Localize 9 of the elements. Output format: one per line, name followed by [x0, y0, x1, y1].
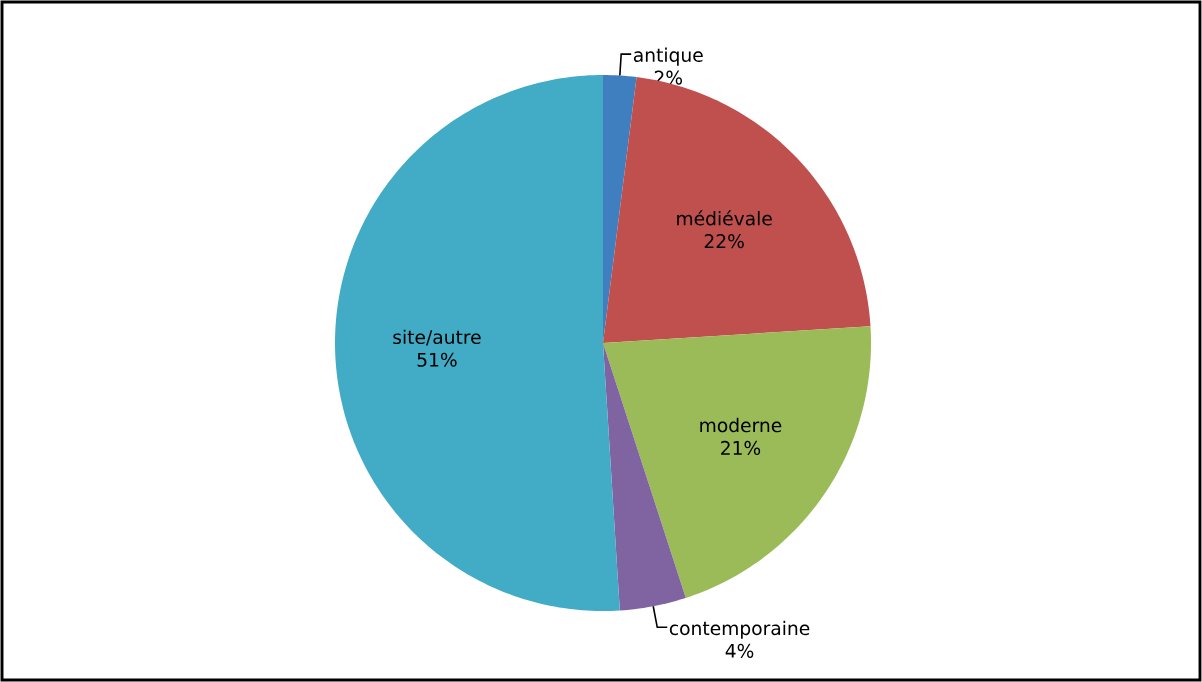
- slice-label: antique: [633, 47, 703, 66]
- data-label: 51%: [417, 352, 457, 367]
- slice-label: médiévale: [677, 210, 772, 226]
- data-label: 22%: [704, 234, 744, 249]
- slice-label: moderne: [700, 417, 782, 433]
- slice-label: site/autre: [393, 329, 481, 346]
- slice-label: contemporaine: [669, 620, 810, 639]
- data-label: 21%: [721, 440, 761, 455]
- data-label: 4%: [725, 643, 754, 658]
